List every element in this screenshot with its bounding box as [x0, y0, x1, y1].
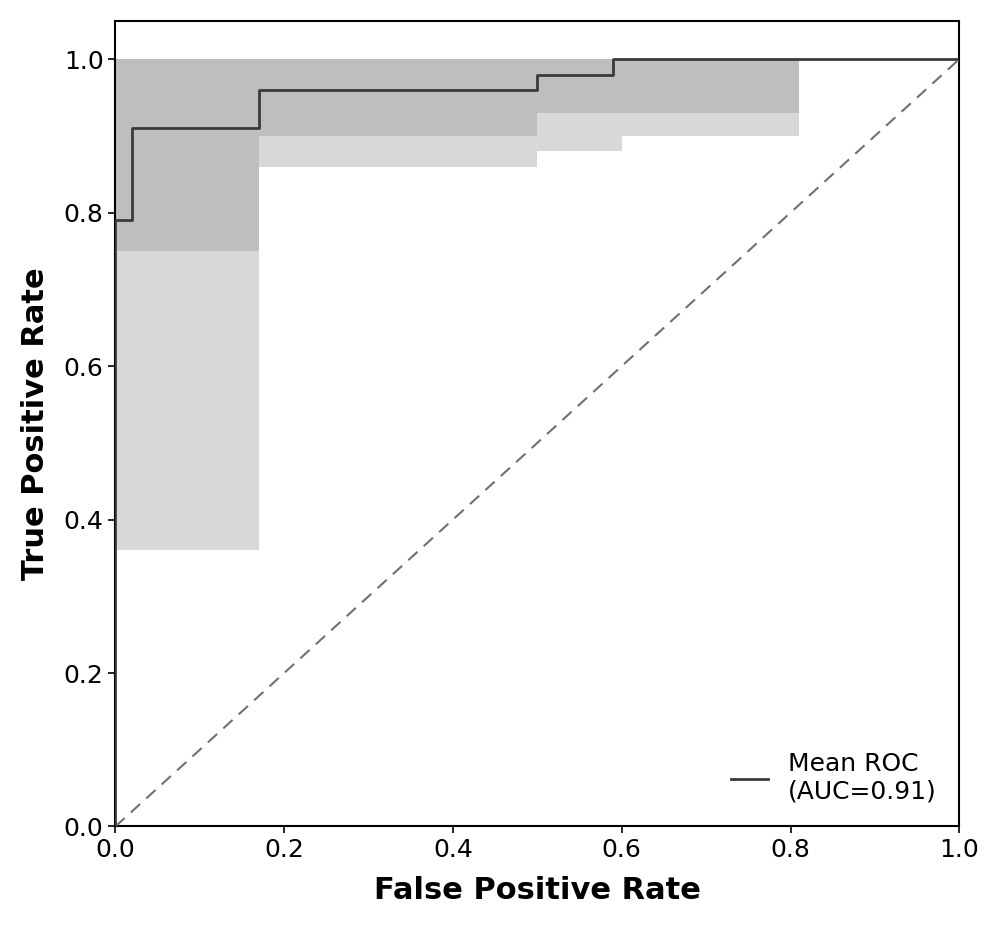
Bar	[622, 59, 799, 136]
X-axis label: False Positive Rate: False Positive Rate	[374, 876, 701, 906]
Bar	[259, 59, 537, 167]
Bar	[115, 59, 259, 550]
Bar	[115, 59, 259, 251]
Bar	[537, 59, 622, 113]
Bar	[259, 59, 537, 136]
Legend: Mean ROC
(AUC=0.91): Mean ROC (AUC=0.91)	[721, 742, 947, 814]
Bar	[622, 59, 799, 113]
Bar	[537, 59, 622, 151]
Y-axis label: True Positive Rate: True Positive Rate	[21, 268, 50, 580]
